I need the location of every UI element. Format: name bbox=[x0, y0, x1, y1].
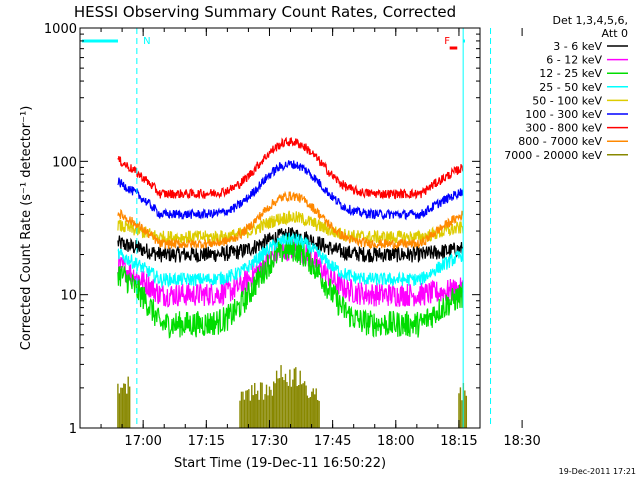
x-tick-label-1: 17:15 bbox=[188, 434, 225, 449]
legend-label-8: 7000 - 20000 keV bbox=[504, 149, 602, 162]
series-line-100-300-keV bbox=[117, 160, 464, 221]
series-line-300-800-keV bbox=[117, 136, 464, 200]
legend-label-5: 100 - 300 keV bbox=[525, 108, 602, 121]
series-line-3-6-keV bbox=[117, 227, 464, 264]
x-axis-label: Start Time (19-Dec-11 16:50:22) bbox=[174, 456, 386, 471]
legend-header-2: Att 0 bbox=[602, 27, 628, 40]
x-tick-label-2: 17:30 bbox=[251, 434, 288, 449]
series-line-12-25-keV bbox=[117, 236, 464, 339]
legend-header-1: Det 1,3,4,5,6, bbox=[552, 14, 628, 27]
legend-label-1: 6 - 12 keV bbox=[546, 54, 602, 67]
x-tick-label-4: 18:00 bbox=[377, 434, 414, 449]
legend-label-0: 3 - 6 keV bbox=[553, 40, 602, 53]
annotation-F: F bbox=[444, 36, 450, 47]
series-group bbox=[117, 136, 468, 428]
y-tick-label-2: 100 bbox=[52, 155, 77, 170]
y-tick-label-0: 1 bbox=[69, 422, 77, 437]
plot-frame bbox=[79, 27, 481, 429]
legend-label-7: 800 - 7000 keV bbox=[518, 135, 602, 148]
series-line-800-7000-keV bbox=[117, 190, 464, 250]
y-tick-label-1: 10 bbox=[60, 289, 77, 304]
y-tick-label-3: 1000 bbox=[44, 22, 77, 37]
legend-label-6: 300 - 800 keV bbox=[525, 122, 602, 135]
legend-label-4: 50 - 100 keV bbox=[532, 94, 602, 107]
axes-group: 17:00 17:15 17:30 17:45 18:00 18:15 18:30 1 10 10… bbox=[44, 22, 541, 449]
footer-date: 19-Dec-2011 17:21 bbox=[559, 467, 636, 476]
x-tick-label-6: 18:30 bbox=[503, 434, 540, 449]
x-tick-label-0: 17:00 bbox=[124, 434, 161, 449]
legend-label-3: 25 - 50 keV bbox=[539, 81, 602, 94]
x-tick-label-3: 17:45 bbox=[314, 434, 351, 449]
annotation-N: N bbox=[143, 36, 150, 47]
y-axis-label: Corrected Count Rate (s⁻¹ detector⁻¹) bbox=[19, 106, 34, 351]
series-line-25-50-keV bbox=[117, 232, 464, 289]
series-line-50-100-keV bbox=[117, 210, 464, 245]
x-tick-label-5: 18:15 bbox=[440, 434, 477, 449]
chart-title: HESSI Observing Summary Count Rates, Cor… bbox=[74, 3, 456, 21]
legend-label-2: 12 - 25 keV bbox=[539, 67, 602, 80]
